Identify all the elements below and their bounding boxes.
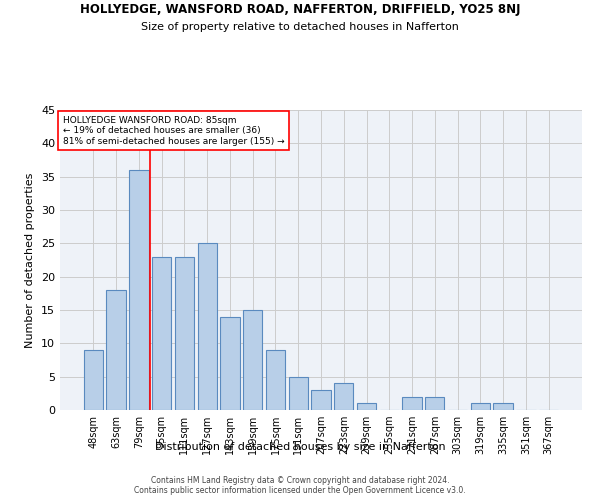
Bar [493,404,513,410]
Text: HOLLYEDGE, WANSFORD ROAD, NAFFERTON, DRIFFIELD, YO25 8NJ: HOLLYEDGE, WANSFORD ROAD, NAFFERTON, DRI… [80,2,520,16]
Bar [220,316,239,410]
Bar [334,384,353,410]
Bar [129,170,149,410]
Bar [152,256,172,410]
Text: Distribution of detached houses by size in Nafferton: Distribution of detached houses by size … [155,442,445,452]
Y-axis label: Number of detached properties: Number of detached properties [25,172,35,348]
Bar [266,350,285,410]
Bar [403,396,422,410]
Text: Contains HM Land Registry data © Crown copyright and database right 2024.
Contai: Contains HM Land Registry data © Crown c… [134,476,466,495]
Bar [197,244,217,410]
Bar [84,350,103,410]
Text: HOLLYEDGE WANSFORD ROAD: 85sqm
← 19% of detached houses are smaller (36)
81% of : HOLLYEDGE WANSFORD ROAD: 85sqm ← 19% of … [62,116,284,146]
Bar [311,390,331,410]
Bar [243,310,262,410]
Bar [106,290,126,410]
Bar [470,404,490,410]
Bar [289,376,308,410]
Bar [357,404,376,410]
Bar [175,256,194,410]
Bar [425,396,445,410]
Text: Size of property relative to detached houses in Nafferton: Size of property relative to detached ho… [141,22,459,32]
